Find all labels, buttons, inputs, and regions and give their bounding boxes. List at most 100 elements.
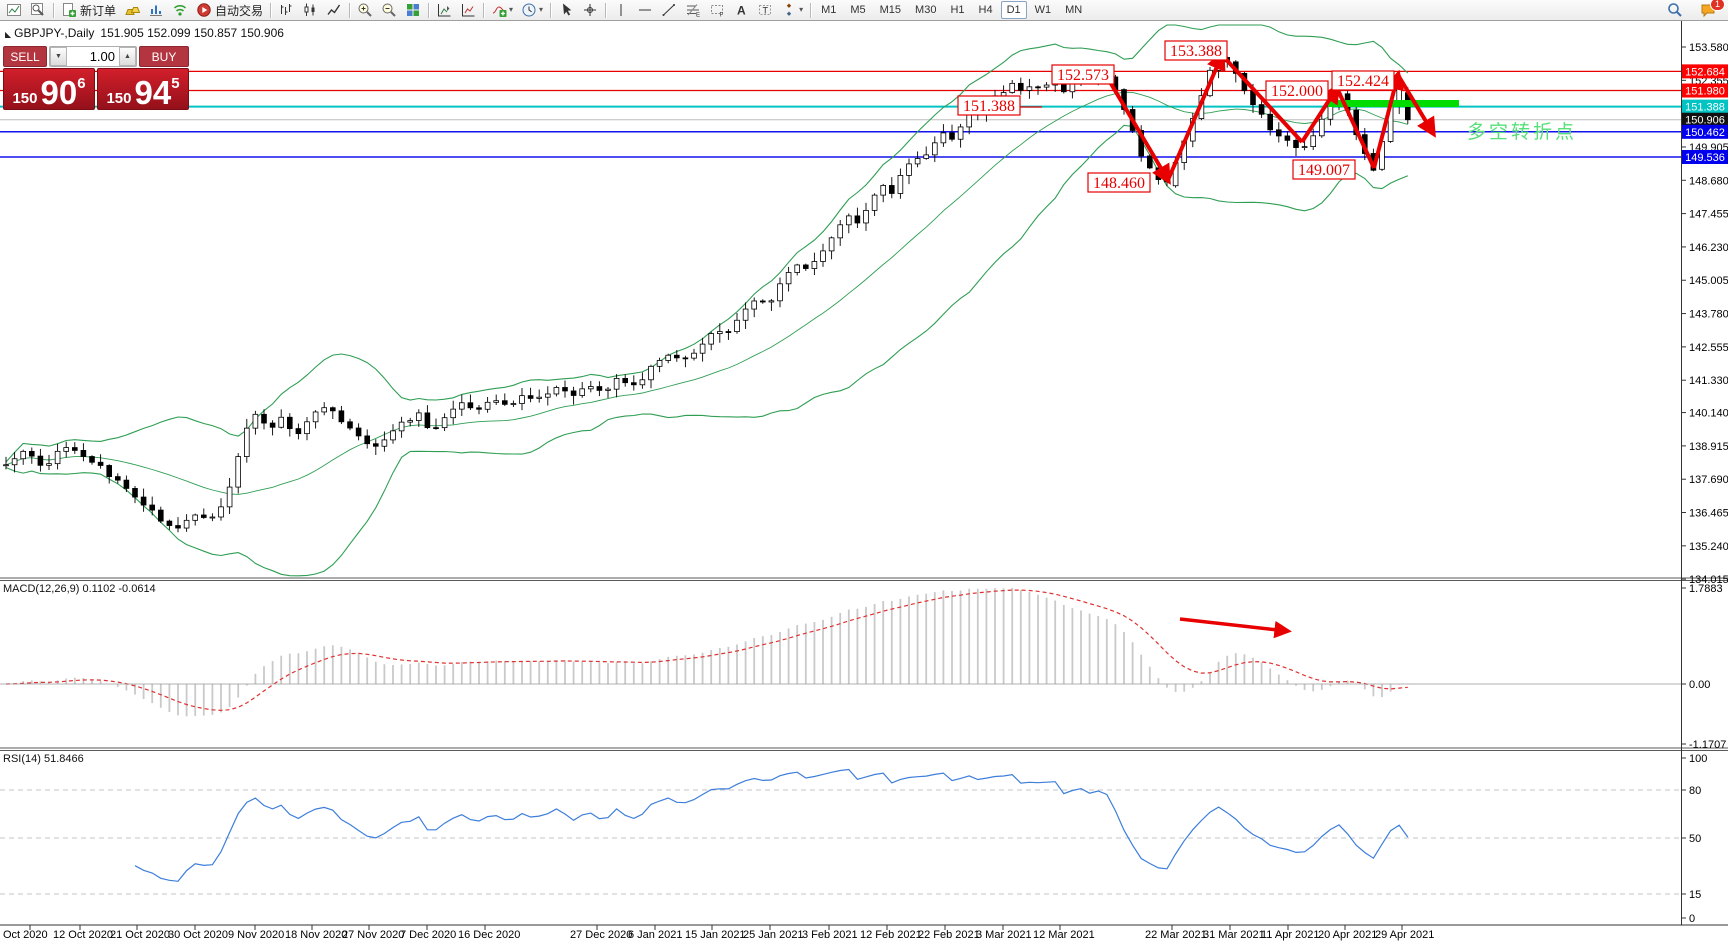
price-badge — [1682, 99, 1728, 114]
timeframe-button-h1[interactable]: H1 — [950, 4, 965, 16]
toolbar-separator — [483, 2, 485, 18]
cursor-icon[interactable] — [555, 0, 577, 21]
bollinger-middle — [5, 91, 1408, 495]
new-order-icon[interactable]: 新订单 — [58, 0, 119, 21]
price-annotation-text: 152.424 — [1337, 73, 1389, 90]
date-tick-label: 7 Dec 2020 — [400, 929, 456, 941]
dropdown-caret-icon[interactable]: ▾ — [539, 5, 544, 14]
arrange-windows-icon[interactable] — [433, 0, 455, 21]
dropdown-caret-icon[interactable]: ▾ — [799, 5, 804, 14]
price-tick-label: 134.015 — [1689, 574, 1728, 586]
macd-trend-arrow — [1179, 617, 1292, 639]
macd-axis: 1.7883 0.00 -1.1707 — [1681, 583, 1726, 751]
timeframe-button-m1[interactable]: M1 — [821, 4, 837, 16]
buy-button[interactable]: BUY — [139, 46, 189, 67]
timeframe-button-mn[interactable]: MN — [1065, 4, 1083, 16]
chart-canvas[interactable]: 151.388 152.573 153.388 152.000 152.424 149.0… — [0, 21, 1728, 945]
timeframe-button-w1[interactable]: W1 — [1034, 4, 1052, 16]
price-badge — [1682, 83, 1728, 98]
horizontal-line-icon[interactable] — [634, 0, 656, 21]
timeframe-button-h4[interactable]: H4 — [978, 4, 993, 16]
sell-price-tile[interactable]: 150 90 6 — [3, 68, 95, 110]
publish-chart-icon[interactable] — [145, 0, 167, 21]
new-order-label: 新订单 — [80, 3, 117, 18]
search-icon[interactable] — [1664, 0, 1686, 21]
price-badge-label: 150.462 — [1685, 127, 1725, 139]
timeframe-button-m5[interactable]: M5 — [850, 4, 866, 16]
date-tick-label: 30 Oct 2020 — [168, 929, 228, 941]
channel-icon[interactable]: F — [706, 0, 728, 21]
rsi-scale-label: 50 — [1689, 833, 1701, 845]
rsi-scale-label: 15 — [1689, 889, 1701, 901]
date-tick-label: 12 Mar 2021 — [1033, 929, 1095, 941]
rsi-line — [134, 768, 1409, 882]
price-tick-label: 153.580 — [1689, 42, 1728, 54]
rsi-title: RSI(14) — [3, 753, 41, 765]
tile-windows-icon[interactable] — [402, 0, 424, 21]
buy-price-prefix: 150 — [106, 90, 132, 107]
text-label-icon[interactable]: T — [754, 0, 776, 21]
price-badge-label: 151.388 — [1685, 102, 1725, 114]
text-a-icon[interactable]: A — [730, 0, 752, 21]
timeframe-button-m15[interactable]: M15 — [879, 4, 902, 16]
sell-price-main: 90 — [40, 73, 78, 111]
date-tick-label: 27 Nov 2020 — [342, 929, 404, 941]
toolbar-separator — [270, 2, 272, 18]
volume-input[interactable] — [67, 47, 119, 66]
period-clock-icon[interactable]: ▾ — [518, 0, 546, 21]
price-tick-label: 143.780 — [1689, 309, 1728, 321]
svg-text:E: E — [696, 13, 700, 19]
chart-candles-icon[interactable] — [299, 0, 321, 21]
date-tick-label: 22 Feb 2021 — [918, 929, 980, 941]
chart-mini-icon[interactable] — [3, 0, 25, 21]
fibonacci-icon[interactable]: E — [682, 0, 704, 21]
buy-price-tile[interactable]: 150 94 5 — [97, 68, 189, 110]
toolbar-separator — [349, 2, 351, 18]
autotrade-label: 自动交易 — [215, 3, 264, 18]
zoom-out-icon[interactable] — [378, 0, 400, 21]
price-annotation-box — [1292, 159, 1356, 180]
notifications-icon[interactable]: 1 — [1697, 0, 1725, 21]
cascade-windows-icon[interactable] — [457, 0, 479, 21]
trend-line-icon[interactable] — [658, 0, 680, 21]
chart-bars-icon[interactable] — [275, 0, 297, 21]
chart-template-icon[interactable] — [27, 0, 49, 21]
macd-scale-label: 0.00 — [1689, 679, 1710, 691]
zoom-in-icon[interactable] — [354, 0, 376, 21]
trend-arrow — [1300, 83, 1341, 144]
rsi-plot — [134, 768, 1409, 882]
date-tick-label: 22 Mar 2021 — [1145, 929, 1207, 941]
price-tick-label: 147.455 — [1689, 209, 1728, 221]
gold-icon[interactable] — [121, 0, 143, 21]
timeframe-button-m30[interactable]: M30 — [915, 4, 937, 16]
price-tick-label: 146.230 — [1689, 242, 1728, 254]
rsi-pane-label: RSI(14) 51.8466 — [3, 753, 84, 765]
indicator-add-icon[interactable]: ▾ — [488, 0, 516, 21]
date-tick-label: 15 Jan 2021 — [685, 929, 746, 941]
chart-line-icon[interactable] — [323, 0, 345, 21]
timeframe-button-d1[interactable]: D1 — [1000, 1, 1027, 19]
svg-text:A: A — [737, 4, 746, 18]
vertical-line-icon[interactable] — [610, 0, 632, 21]
signal-icon[interactable] — [169, 0, 191, 21]
trend-arrow — [1335, 87, 1376, 169]
sell-button[interactable]: SELL — [3, 46, 47, 67]
date-tick-label: 3 Feb 2021 — [802, 929, 858, 941]
dropdown-caret-icon[interactable]: ▾ — [509, 5, 514, 14]
price-annotation-text: 153.388 — [1170, 43, 1222, 60]
shapes-icon[interactable]: ▾ — [778, 0, 806, 21]
price-badge — [1682, 64, 1728, 79]
date-tick-label: 9 Nov 2020 — [228, 929, 284, 941]
volume-increase-button[interactable]: ▲ — [119, 47, 136, 66]
svg-text:F: F — [720, 13, 724, 19]
price-badge-label: 151.980 — [1685, 86, 1725, 98]
date-tick-label: 27 Dec 2020 — [570, 929, 632, 941]
crosshair-icon[interactable] — [579, 0, 601, 21]
autotrade-icon[interactable]: 自动交易 — [193, 0, 266, 21]
date-tick-label: 11 Apr 2021 — [1261, 929, 1320, 941]
date-tick-label: 18 Nov 2020 — [285, 929, 347, 941]
volume-decrease-button[interactable]: ▼ — [50, 47, 67, 66]
price-tick-label: 148.680 — [1689, 175, 1728, 187]
macd-scale-label: 1.7883 — [1689, 583, 1723, 595]
